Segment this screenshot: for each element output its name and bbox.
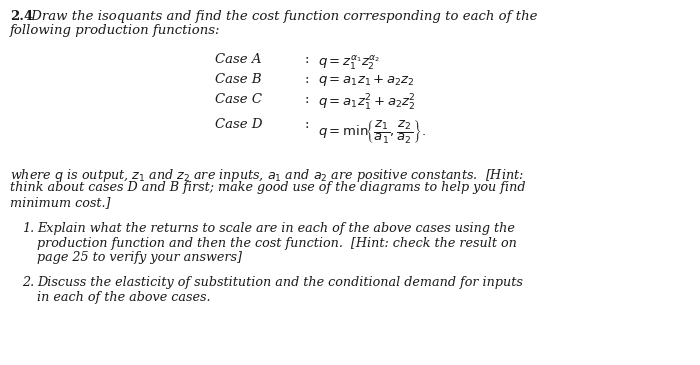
Text: following production functions:: following production functions:: [10, 24, 220, 37]
Text: :: :: [305, 73, 309, 86]
Text: 2.4: 2.4: [10, 10, 34, 23]
Text: $q = a_1 z_1^2 + a_2 z_2^2$: $q = a_1 z_1^2 + a_2 z_2^2$: [318, 93, 416, 113]
Text: $q = z_1^{\alpha_1} z_2^{\alpha_2}$: $q = z_1^{\alpha_1} z_2^{\alpha_2}$: [318, 53, 380, 72]
Text: $q = a_1 z_1 + a_2 z_2$: $q = a_1 z_1 + a_2 z_2$: [318, 73, 414, 88]
Text: page 25 to verify your answers]: page 25 to verify your answers]: [37, 251, 242, 264]
Text: 1.: 1.: [22, 222, 34, 235]
Text: $q = \min\!\left\{\dfrac{z_1}{a_1},\dfrac{z_2}{a_2}\right\}.$: $q = \min\!\left\{\dfrac{z_1}{a_1},\dfra…: [318, 118, 426, 145]
Text: Discuss the elasticity of substitution and the conditional demand for inputs: Discuss the elasticity of substitution a…: [37, 276, 523, 289]
Text: :: :: [305, 53, 309, 66]
Text: where $q$ is output, $z_1$ and $z_2$ are inputs, $a_1$ and $a_2$ are positive co: where $q$ is output, $z_1$ and $z_2$ are…: [10, 167, 524, 184]
Text: Draw the isoquants and find the cost function corresponding to each of the: Draw the isoquants and find the cost fun…: [27, 10, 538, 23]
Text: Case D: Case D: [215, 118, 262, 131]
Text: in each of the above cases.: in each of the above cases.: [37, 291, 211, 304]
Text: minimum cost.]: minimum cost.]: [10, 196, 111, 209]
Text: production function and then the cost function.  [Hint: check the result on: production function and then the cost fu…: [37, 237, 517, 250]
Text: :: :: [305, 93, 309, 106]
Text: Case B: Case B: [215, 73, 262, 86]
Text: Case C: Case C: [215, 93, 262, 106]
Text: 2.: 2.: [22, 276, 34, 289]
Text: Explain what the returns to scale are in each of the above cases using the: Explain what the returns to scale are in…: [37, 222, 515, 235]
Text: think about cases D and B first; make good use of the diagrams to help you find: think about cases D and B first; make go…: [10, 181, 526, 195]
Text: Case A: Case A: [215, 53, 262, 66]
Text: :: :: [305, 118, 309, 131]
